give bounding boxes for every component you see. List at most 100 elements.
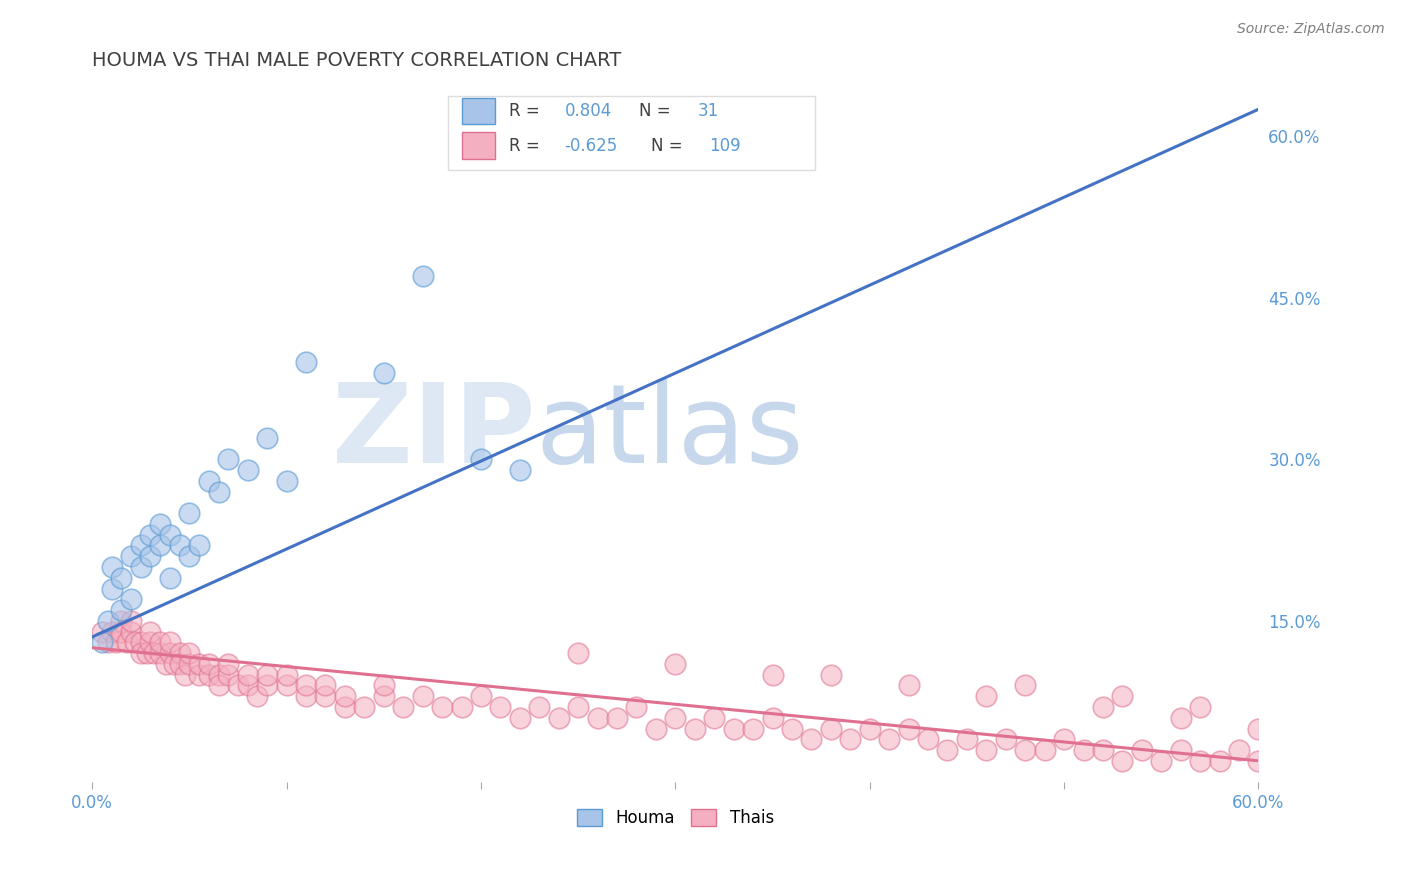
Point [129, 646, 152, 660]
Point [100, 624, 122, 639]
Point [820, 722, 842, 736]
Point [917, 732, 939, 747]
Point [110, 603, 132, 617]
Point [217, 667, 239, 681]
Point [1053, 732, 1076, 747]
Point [761, 667, 783, 681]
Point [149, 646, 172, 660]
Point [217, 657, 239, 671]
Point [839, 732, 862, 747]
Point [90, 624, 112, 639]
Point [333, 689, 356, 703]
Point [256, 431, 278, 445]
Point [104, 635, 127, 649]
Point [761, 711, 783, 725]
Point [97, 635, 120, 649]
Point [110, 614, 132, 628]
Point [859, 722, 882, 736]
Point [159, 646, 181, 660]
Point [800, 732, 823, 747]
Point [129, 560, 152, 574]
Text: ZIP: ZIP [332, 379, 536, 486]
Point [149, 516, 172, 531]
Point [179, 549, 201, 564]
Text: atlas: atlas [536, 379, 804, 486]
Point [139, 549, 162, 564]
Point [430, 700, 453, 714]
Point [877, 732, 900, 747]
Point [392, 700, 415, 714]
Text: 109: 109 [709, 136, 741, 154]
Point [198, 667, 221, 681]
Point [135, 646, 157, 660]
Point [207, 667, 229, 681]
Point [703, 711, 725, 725]
Point [723, 722, 745, 736]
Point [226, 678, 249, 692]
Point [120, 624, 142, 639]
Point [100, 560, 122, 574]
Point [110, 624, 132, 639]
Point [120, 592, 142, 607]
Point [742, 722, 765, 736]
Text: Source: ZipAtlas.com: Source: ZipAtlas.com [1237, 22, 1385, 37]
Point [509, 463, 531, 477]
Point [149, 538, 172, 552]
Point [129, 635, 152, 649]
Point [994, 732, 1017, 747]
Point [664, 657, 686, 671]
Point [1111, 689, 1133, 703]
Point [169, 646, 191, 660]
Point [97, 614, 120, 628]
Point [470, 452, 492, 467]
Point [124, 635, 146, 649]
Point [780, 722, 803, 736]
Point [207, 678, 229, 692]
Point [198, 657, 221, 671]
Point [1189, 700, 1212, 714]
Point [110, 571, 132, 585]
Point [897, 678, 920, 692]
Point [188, 657, 211, 671]
Point [90, 635, 112, 649]
Point [567, 646, 589, 660]
FancyBboxPatch shape [449, 96, 815, 169]
Point [489, 700, 512, 714]
Point [353, 700, 375, 714]
Point [1111, 754, 1133, 768]
Point [664, 711, 686, 725]
Point [295, 355, 318, 369]
Point [1170, 711, 1192, 725]
Point [139, 624, 162, 639]
Point [314, 678, 336, 692]
Point [295, 689, 318, 703]
FancyBboxPatch shape [463, 132, 495, 159]
Point [256, 667, 278, 681]
Point [179, 506, 201, 520]
Point [188, 538, 211, 552]
Point [236, 463, 259, 477]
Point [450, 700, 472, 714]
Point [606, 711, 628, 725]
Point [276, 678, 298, 692]
Point [276, 474, 298, 488]
Text: N =: N = [640, 102, 676, 120]
Point [976, 689, 998, 703]
Point [373, 366, 395, 380]
Point [295, 678, 318, 692]
Point [179, 657, 201, 671]
Point [1091, 743, 1114, 757]
Point [626, 700, 648, 714]
Point [149, 635, 172, 649]
Point [1247, 722, 1270, 736]
Point [139, 527, 162, 541]
Point [567, 700, 589, 714]
Point [897, 722, 920, 736]
Point [1189, 754, 1212, 768]
Point [1170, 743, 1192, 757]
Point [956, 732, 979, 747]
Point [256, 678, 278, 692]
Point [120, 614, 142, 628]
Point [169, 538, 191, 552]
Point [976, 743, 998, 757]
